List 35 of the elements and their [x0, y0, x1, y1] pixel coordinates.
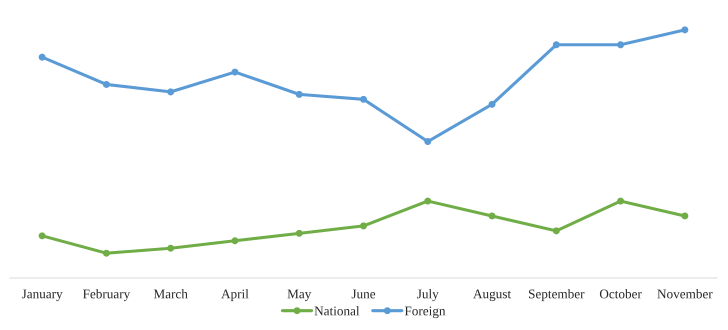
- point: [360, 222, 367, 230]
- point: [296, 90, 303, 98]
- x-tick-label: April: [221, 289, 249, 302]
- point: [38, 54, 46, 61]
- x-tick-label: May: [288, 290, 312, 302]
- legend-label: Foreign: [404, 306, 446, 318]
- point: [167, 88, 174, 96]
- x-tick-label: June: [352, 290, 376, 298]
- x-tick-label: July: [417, 289, 439, 302]
- point: [102, 80, 110, 88]
- point: [617, 41, 624, 48]
- point: [617, 198, 624, 205]
- x-tick-label: October: [600, 289, 642, 298]
- point: [231, 68, 238, 76]
- x-tick-label: March: [154, 289, 188, 298]
- point: [681, 26, 688, 34]
- legend-label: National: [314, 306, 360, 316]
- point: [102, 250, 110, 257]
- point: [424, 198, 432, 205]
- point: [360, 96, 367, 103]
- x-tick-label: February: [82, 289, 130, 302]
- point: [424, 138, 432, 145]
- point: [38, 232, 46, 240]
- x-tick-label: August: [473, 290, 512, 302]
- x-tick-label: January: [22, 290, 63, 302]
- x-tick-label: September: [528, 289, 584, 302]
- x-tick-label: November: [657, 289, 713, 298]
- point: [488, 212, 496, 220]
- point: [488, 100, 496, 108]
- point: [552, 41, 560, 48]
- point: [167, 244, 174, 252]
- point: [296, 230, 303, 237]
- point: [552, 227, 560, 234]
- point: [231, 237, 238, 244]
- point: [681, 212, 688, 220]
